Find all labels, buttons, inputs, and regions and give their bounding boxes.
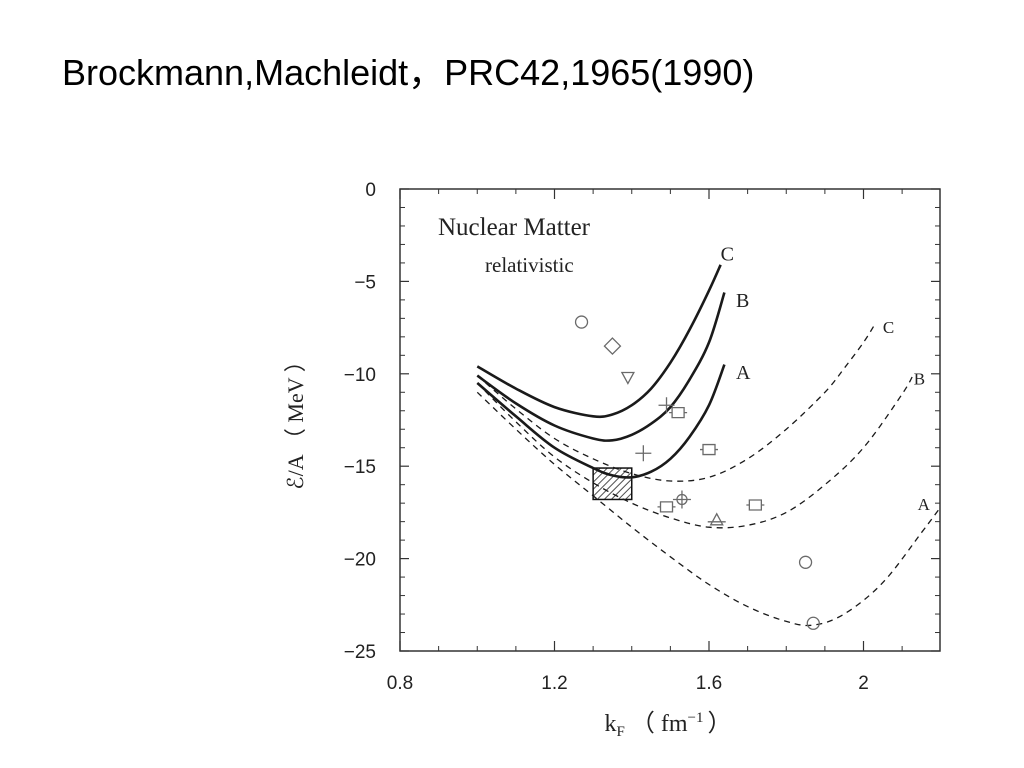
- data-marker-triangle-down: [620, 371, 635, 385]
- x-tick-label: 1.6: [696, 673, 722, 694]
- x-axis-label: kF （ fm−1）: [605, 710, 732, 740]
- y-tick-label: 0: [365, 180, 376, 201]
- marker-plus-part: [672, 490, 691, 509]
- data-marker-plus: [635, 445, 652, 462]
- y-axis-label: ℰ/A （ MeV ）: [283, 350, 308, 489]
- series-line-solid-A: [476, 364, 726, 479]
- series-label-solid-C: C: [721, 244, 734, 266]
- slide-title: Brockmann,Machleidt，PRC42,1965(1990): [62, 52, 755, 93]
- data-marker-circle: [798, 555, 813, 569]
- y-tick-label: −20: [344, 550, 376, 571]
- series-line-solid-B: [476, 292, 726, 442]
- series-line-dashed-C: [476, 323, 876, 482]
- data-marker-circle-plus: [672, 490, 691, 509]
- y-tick-label: −10: [344, 365, 376, 386]
- series-label-solid-B: B: [736, 290, 749, 312]
- series-line-dashed-B: [476, 373, 915, 529]
- series-label-dashed-A: A: [918, 495, 931, 514]
- data-marker-square: [669, 406, 688, 419]
- x-tick-label: 1.2: [541, 673, 567, 694]
- data-marker-plus: [658, 397, 675, 414]
- data-marker-square: [657, 501, 676, 513]
- y-tick-label: −15: [344, 457, 376, 478]
- x-tick-label: 2: [858, 673, 869, 694]
- series-label-dashed-B: B: [914, 369, 925, 388]
- data-marker-square: [746, 499, 765, 511]
- series-line-solid-C: [476, 264, 722, 419]
- data-marker-diamond: [603, 337, 622, 355]
- data-marker-square: [700, 443, 718, 456]
- chart-subtitle: relativistic: [485, 253, 574, 277]
- series-line-dashed-A: [476, 391, 940, 627]
- y-tick-label: −25: [344, 642, 376, 663]
- plot-frame: [399, 188, 941, 652]
- chart-title: Nuclear Matter: [438, 214, 591, 241]
- data-marker-triangle: [707, 512, 726, 526]
- data-marker-circle: [574, 315, 589, 329]
- series-label-solid-A: A: [736, 362, 751, 384]
- y-tick-label: −5: [354, 272, 376, 293]
- empirical-saturation-box: [592, 467, 633, 501]
- data-marker-circle: [806, 616, 820, 630]
- x-tick-label: 0.8: [387, 673, 413, 694]
- series-label-dashed-C: C: [883, 318, 894, 337]
